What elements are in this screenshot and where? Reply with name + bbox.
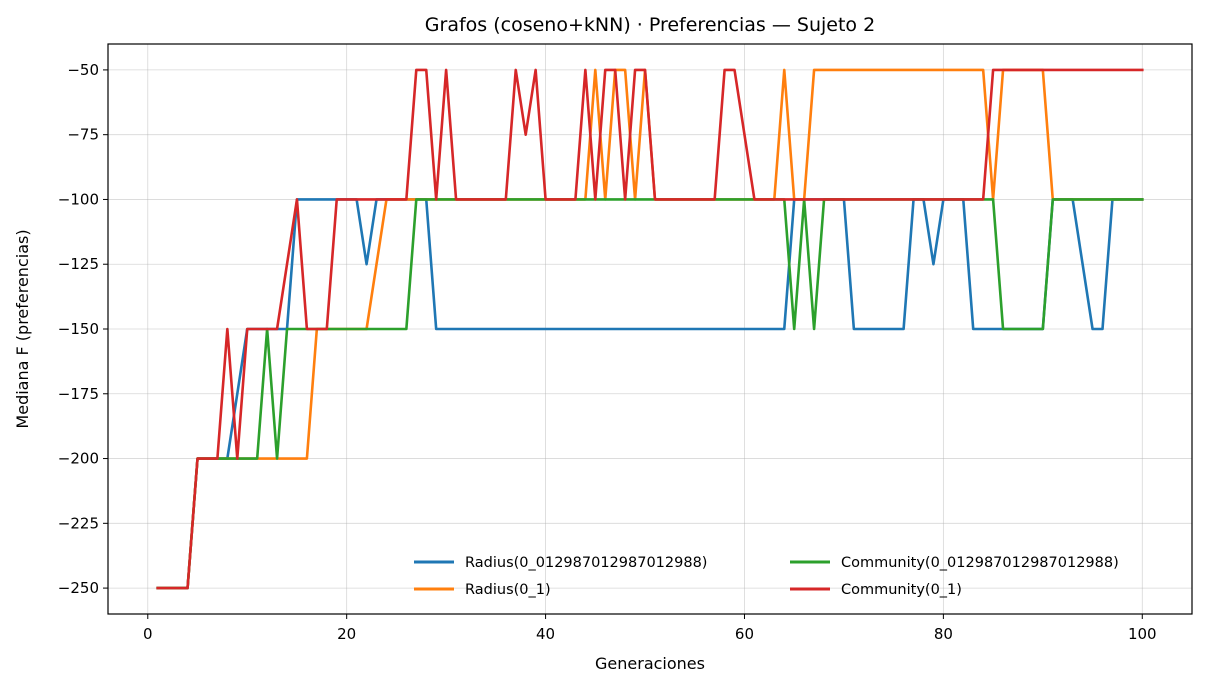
y-tick-label: −175 [58,385,99,403]
legend: Radius(0_012987012987012988) Radius(0_1)… [414,555,1119,598]
y-tick-label: −100 [58,190,99,208]
x-tick-label: 80 [934,625,953,643]
y-axis-title: Mediana F (preferencias) [13,229,32,428]
x-tick-label: 20 [337,625,356,643]
y-tick-label: −250 [58,579,99,597]
series-line-3 [156,68,1144,590]
axis-ticks: 0 20 40 60 80 100 −250 −225 −200 −175 −150 −125 −100… [58,61,1157,643]
legend-label-radius-large: Radius(0_1) [465,582,551,598]
y-tick-label: −125 [58,255,99,273]
x-axis-title: Generaciones [595,654,705,673]
y-tick-label: −150 [58,320,99,338]
y-tick-label: −225 [58,514,99,532]
legend-label-community-large: Community(0_1) [841,582,962,598]
legend-label-radius-small: Radius(0_012987012987012988) [465,555,707,571]
x-tick-label: 60 [735,625,754,643]
x-tick-label: 100 [1128,625,1157,643]
x-tick-label: 0 [143,625,153,643]
legend-label-community-small: Community(0_012987012987012988) [841,555,1119,571]
y-tick-label: −200 [58,450,99,468]
series-lines [156,68,1144,590]
x-tick-label: 40 [536,625,555,643]
series-line-0 [156,198,1144,590]
y-tick-label: −50 [67,61,99,79]
chart-title: Grafos (coseno+kNN) · Preferencias — Suj… [425,14,875,36]
y-tick-label: −75 [67,126,99,144]
